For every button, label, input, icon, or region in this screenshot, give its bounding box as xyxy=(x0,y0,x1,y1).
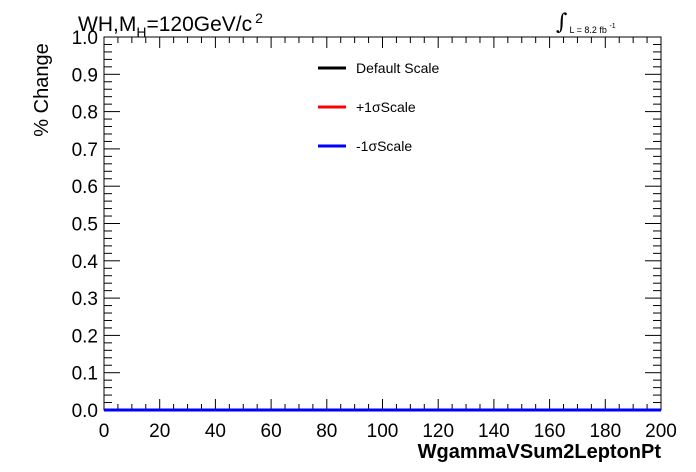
luminosity-label: ∫ L = 8.2 fb -1 xyxy=(556,10,616,35)
y-tick-label: 0.7 xyxy=(72,140,98,161)
y-tick-label: 0.4 xyxy=(72,252,99,273)
tick-labels: 0 20 40 60 80 100 120 140 160 180 200 0.0 0.1 0.2 0.3 0… xyxy=(72,28,677,442)
x-tick-label: 60 xyxy=(261,421,282,442)
x-tick-label: 40 xyxy=(205,421,226,442)
x-tick-label: 20 xyxy=(149,421,170,442)
x-tick-label: 160 xyxy=(534,421,566,442)
y-tick-label: 0.2 xyxy=(72,326,98,347)
axis-ticks xyxy=(103,36,662,411)
x-tick-label: 120 xyxy=(422,421,454,442)
y-tick-label: 0.9 xyxy=(72,65,98,86)
y-tick-label: 1.0 xyxy=(72,28,98,49)
y-tick-label: 0.5 xyxy=(72,215,98,236)
y-tick-label: 0.0 xyxy=(72,401,98,422)
x-tick-label: 140 xyxy=(478,421,510,442)
y-axis-label: % Change xyxy=(31,43,53,136)
x-tick-label: 180 xyxy=(589,421,621,442)
x-tick-label: 0 xyxy=(99,421,110,442)
y-tick-label: 0.8 xyxy=(72,103,98,124)
legend-label: Default Scale xyxy=(356,60,439,76)
x-tick-label: 200 xyxy=(645,421,677,442)
legend-label: -1σScale xyxy=(356,138,412,154)
x-tick-label: 100 xyxy=(367,421,399,442)
legend-label: +1σScale xyxy=(356,99,416,115)
y-tick-label: 0.3 xyxy=(72,289,98,310)
plot-frame xyxy=(103,36,662,411)
y-tick-label: 0.6 xyxy=(72,177,98,198)
x-tick-label: 80 xyxy=(316,421,337,442)
legend: Default Scale +1σScale -1σScale xyxy=(318,60,439,154)
chart-title: WH,MH=120GeV/c 2 xyxy=(78,10,263,40)
x-axis-label: WgammaVSum2LeptonPt xyxy=(418,441,662,463)
y-tick-label: 0.1 xyxy=(72,364,98,385)
